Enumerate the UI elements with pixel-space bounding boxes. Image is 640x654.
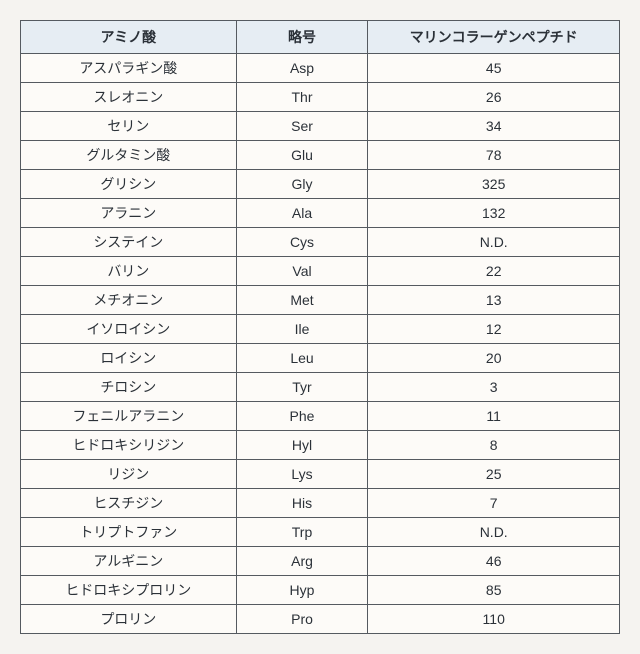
cell-abbr: Gly [236,170,368,199]
table-row: ヒドロキシプロリンHyp85 [21,576,620,605]
cell-abbr: Lys [236,460,368,489]
table-row: グルタミン酸Glu78 [21,141,620,170]
cell-name: グルタミン酸 [21,141,237,170]
cell-abbr: Arg [236,547,368,576]
cell-value: 34 [368,112,620,141]
cell-abbr: Hyl [236,431,368,460]
cell-abbr: Trp [236,518,368,547]
table-row: セリンSer34 [21,112,620,141]
cell-name: アルギニン [21,547,237,576]
cell-name: メチオニン [21,286,237,315]
cell-value: 20 [368,344,620,373]
cell-abbr: Ser [236,112,368,141]
table-row: バリンVal22 [21,257,620,286]
cell-abbr: Thr [236,83,368,112]
cell-value: 11 [368,402,620,431]
cell-name: リジン [21,460,237,489]
table-row: ロイシンLeu20 [21,344,620,373]
cell-name: バリン [21,257,237,286]
cell-abbr: Ile [236,315,368,344]
cell-abbr: Glu [236,141,368,170]
cell-value: 8 [368,431,620,460]
cell-value: 325 [368,170,620,199]
table-row: グリシンGly325 [21,170,620,199]
table-row: イソロイシンIle12 [21,315,620,344]
cell-value: 7 [368,489,620,518]
cell-value: 25 [368,460,620,489]
cell-abbr: Phe [236,402,368,431]
cell-abbr: Asp [236,54,368,83]
cell-name: トリプトファン [21,518,237,547]
cell-name: セリン [21,112,237,141]
cell-name: スレオニン [21,83,237,112]
cell-name: ヒスチジン [21,489,237,518]
cell-value: 3 [368,373,620,402]
cell-name: イソロイシン [21,315,237,344]
cell-name: プロリン [21,605,237,634]
table-row: メチオニンMet13 [21,286,620,315]
table-row: スレオニンThr26 [21,83,620,112]
cell-abbr: Tyr [236,373,368,402]
cell-value: 13 [368,286,620,315]
cell-name: フェニルアラニン [21,402,237,431]
cell-value: 26 [368,83,620,112]
cell-name: チロシン [21,373,237,402]
cell-abbr: Leu [236,344,368,373]
table-body: アスパラギン酸Asp45スレオニンThr26セリンSer34グルタミン酸Glu7… [21,54,620,634]
table-row: プロリンPro110 [21,605,620,634]
cell-value: 78 [368,141,620,170]
table-row: システインCysN.D. [21,228,620,257]
table-row: トリプトファンTrpN.D. [21,518,620,547]
table-row: リジンLys25 [21,460,620,489]
col-header-value: マリンコラーゲンペプチド [368,21,620,54]
cell-value: 132 [368,199,620,228]
cell-name: グリシン [21,170,237,199]
cell-value: N.D. [368,518,620,547]
table-row: アルギニンArg46 [21,547,620,576]
cell-name: システイン [21,228,237,257]
cell-name: ヒドロキシリジン [21,431,237,460]
cell-value: 46 [368,547,620,576]
cell-name: ヒドロキシプロリン [21,576,237,605]
cell-name: アスパラギン酸 [21,54,237,83]
amino-acid-table: アミノ酸 略号 マリンコラーゲンペプチド アスパラギン酸Asp45スレオニンTh… [20,20,620,634]
table-header-row: アミノ酸 略号 マリンコラーゲンペプチド [21,21,620,54]
cell-value: 12 [368,315,620,344]
cell-abbr: Cys [236,228,368,257]
cell-abbr: Ala [236,199,368,228]
table-row: フェニルアラニンPhe11 [21,402,620,431]
cell-name: アラニン [21,199,237,228]
table-row: チロシンTyr3 [21,373,620,402]
col-header-name: アミノ酸 [21,21,237,54]
table-row: ヒスチジンHis7 [21,489,620,518]
table-row: アラニンAla132 [21,199,620,228]
cell-abbr: Met [236,286,368,315]
col-header-abbr: 略号 [236,21,368,54]
table-row: アスパラギン酸Asp45 [21,54,620,83]
cell-abbr: Pro [236,605,368,634]
cell-value: N.D. [368,228,620,257]
table-row: ヒドロキシリジンHyl8 [21,431,620,460]
cell-value: 85 [368,576,620,605]
cell-value: 22 [368,257,620,286]
cell-abbr: His [236,489,368,518]
cell-abbr: Hyp [236,576,368,605]
cell-name: ロイシン [21,344,237,373]
cell-abbr: Val [236,257,368,286]
cell-value: 45 [368,54,620,83]
cell-value: 110 [368,605,620,634]
